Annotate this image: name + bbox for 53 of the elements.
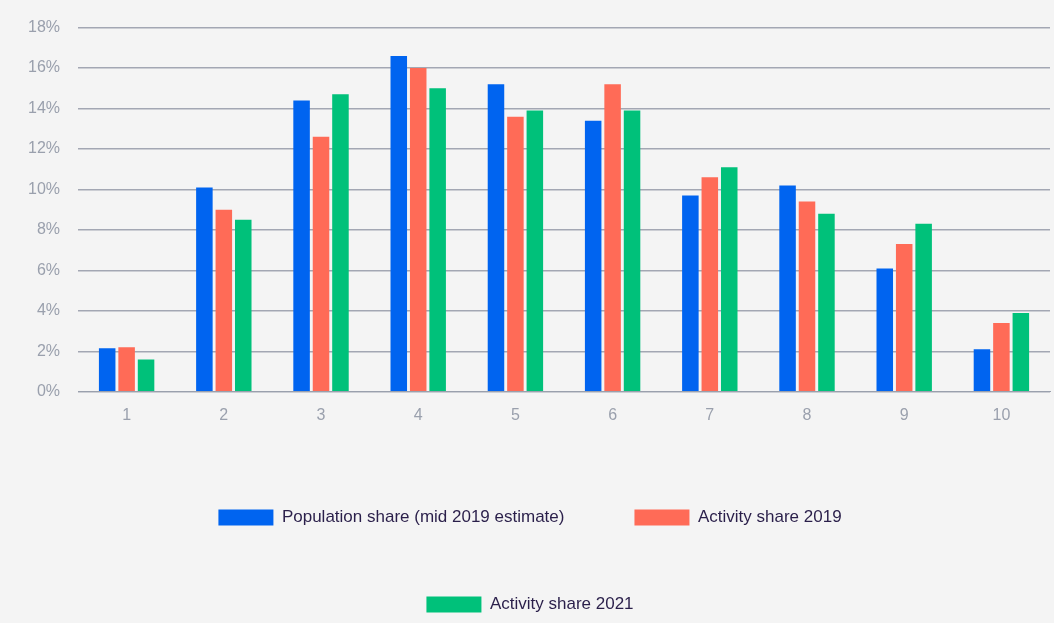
x-tick-label: 9 bbox=[899, 405, 909, 423]
legend-label: Activity share 2021 bbox=[489, 594, 634, 614]
x-tick-label: 1 bbox=[122, 405, 132, 423]
bar bbox=[526, 110, 544, 392]
bar bbox=[235, 219, 252, 392]
x-tick-label: 8 bbox=[802, 405, 812, 423]
bar bbox=[779, 185, 796, 392]
x-tick-label: 5 bbox=[510, 405, 520, 423]
y-tick-label: 8% bbox=[36, 220, 61, 238]
x-tick-label: 7 bbox=[705, 405, 715, 423]
bar bbox=[137, 359, 155, 392]
bar bbox=[720, 167, 738, 392]
bar bbox=[993, 323, 1010, 392]
x-tick-label: 2 bbox=[219, 405, 229, 423]
y-tick-label: 0% bbox=[36, 382, 61, 400]
y-tick-label: 4% bbox=[36, 301, 61, 319]
bar bbox=[487, 84, 505, 392]
bar bbox=[1012, 312, 1030, 392]
legend-label: Population share (mid 2019 estimate) bbox=[281, 507, 565, 527]
x-tick-label: 3 bbox=[316, 405, 326, 423]
bar bbox=[429, 88, 446, 392]
bar bbox=[604, 84, 621, 392]
bar bbox=[682, 195, 699, 392]
bar bbox=[915, 223, 932, 392]
bar bbox=[895, 244, 913, 392]
y-tick-label: 18% bbox=[27, 18, 61, 36]
x-tick-label: 10 bbox=[992, 405, 1011, 423]
y-tick-label: 6% bbox=[36, 260, 61, 278]
bar bbox=[973, 349, 991, 392]
y-tick-label: 16% bbox=[27, 58, 61, 76]
bar bbox=[876, 268, 894, 392]
bar bbox=[507, 116, 524, 392]
y-tick-label: 14% bbox=[27, 98, 61, 116]
bar bbox=[196, 187, 213, 392]
y-tick-label: 12% bbox=[27, 139, 61, 157]
bar bbox=[215, 209, 233, 392]
bar bbox=[312, 136, 330, 392]
bar bbox=[118, 347, 135, 392]
x-tick-label: 4 bbox=[413, 405, 423, 423]
bar bbox=[584, 120, 602, 392]
bar bbox=[409, 68, 427, 392]
bar bbox=[818, 213, 835, 392]
y-tick-label: 2% bbox=[36, 341, 61, 359]
bar bbox=[798, 201, 816, 392]
bar bbox=[623, 110, 641, 392]
bar bbox=[332, 94, 349, 392]
bar bbox=[701, 177, 719, 392]
bar bbox=[98, 348, 116, 392]
y-tick-label: 10% bbox=[27, 179, 61, 197]
x-tick-label: 6 bbox=[608, 405, 618, 423]
bar bbox=[293, 100, 310, 392]
bar bbox=[390, 55, 408, 392]
legend-label: Activity share 2019 bbox=[697, 507, 842, 527]
